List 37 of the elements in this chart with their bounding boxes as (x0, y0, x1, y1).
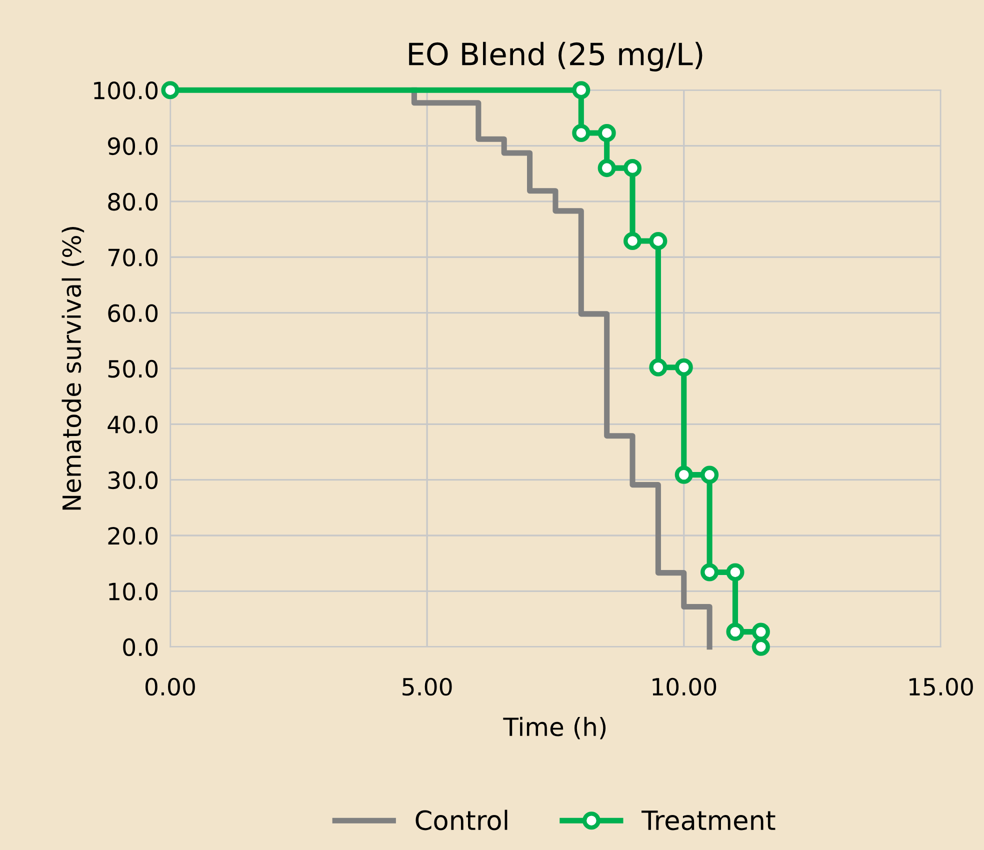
point (700, 563, 719, 582)
point (726, 563, 744, 582)
point (649, 232, 668, 250)
x-tick-label: 10.00 (652, 678, 716, 696)
x-tick-label: 0.00 (146, 678, 195, 696)
y-tick-label: 0.0 (123, 638, 158, 656)
point (572, 124, 590, 142)
y-tick-label: 70.0 (108, 248, 158, 266)
y-tick-label: 40.0 (108, 416, 158, 434)
point (752, 622, 770, 641)
point (623, 159, 642, 178)
y-tick-label: 60.0 (108, 304, 158, 322)
y-tick-label: 30.0 (108, 471, 158, 490)
x-tick-label: 5.00 (402, 678, 452, 696)
point (700, 466, 719, 484)
y-tick-label: 50.0 (108, 360, 158, 378)
chart-title: EO Blend (25 mg/L) (409, 42, 702, 72)
y-tick-label: 80.0 (108, 192, 158, 211)
point (623, 232, 642, 250)
point (161, 81, 180, 100)
point (649, 358, 668, 376)
y-tick-label: 90.0 (108, 137, 158, 156)
y-tick-label: 100.0 (94, 82, 158, 100)
legend-label: Treatment (642, 810, 776, 830)
legend-label: Control (416, 810, 508, 830)
y-axis-title: Nematode survival (%) (62, 227, 84, 510)
point (572, 81, 590, 100)
x-axis-title: Time (h) (503, 716, 606, 740)
y-tick-label: 10.0 (109, 582, 158, 600)
point (598, 124, 616, 142)
point (674, 466, 693, 484)
x-tick-label: 15.00 (910, 678, 973, 696)
point (598, 159, 616, 178)
point (674, 358, 693, 376)
point (726, 622, 744, 641)
y-tick-label: 20.0 (108, 526, 158, 545)
point (752, 638, 770, 656)
